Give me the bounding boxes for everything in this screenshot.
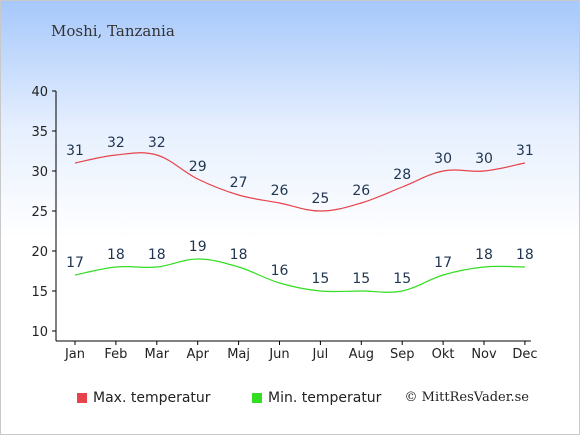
- data-label: 32: [148, 135, 166, 151]
- x-tick-label: Jan: [64, 347, 85, 362]
- data-label: 31: [66, 143, 84, 159]
- data-label: 26: [352, 183, 370, 199]
- legend-item-min: Min. temperatur: [252, 390, 381, 406]
- y-tick-label: 20: [31, 245, 48, 260]
- legend-label-max: Max. temperatur: [93, 390, 211, 406]
- series-line-min: [74, 258, 525, 293]
- x-tick-label: Jul: [312, 347, 329, 362]
- legend-swatch-max: [77, 393, 87, 403]
- y-tick-label: 40: [31, 85, 48, 100]
- x-tick-label: Dec: [512, 347, 537, 362]
- x-tick-label: Sep: [390, 347, 415, 362]
- x-tick-label: Mar: [145, 347, 170, 362]
- legend-item-max: Max. temperatur: [77, 390, 211, 406]
- data-label: 18: [475, 247, 493, 263]
- y-tick-label: 30: [31, 165, 48, 180]
- x-tick-label: Apr: [186, 347, 209, 362]
- x-tick-label: Okt: [432, 347, 455, 362]
- legend-label-min: Min. temperatur: [268, 390, 382, 406]
- y-tick-label: 25: [31, 205, 48, 220]
- data-label: 18: [230, 247, 248, 263]
- data-label: 18: [516, 247, 534, 263]
- data-label: 17: [66, 255, 84, 271]
- data-label: 30: [434, 151, 452, 167]
- y-tick-label: 15: [31, 285, 48, 300]
- data-label: 28: [393, 167, 411, 183]
- chart-title: Moshi, Tanzania: [51, 22, 175, 40]
- data-label: 19: [189, 239, 207, 255]
- data-label: 17: [434, 255, 452, 271]
- data-label: 18: [148, 247, 166, 263]
- data-label: 32: [107, 135, 125, 151]
- data-label: 25: [311, 191, 329, 207]
- copyright-text: © MittResVader.se: [404, 390, 529, 405]
- data-label: 29: [189, 159, 207, 175]
- data-label: 15: [311, 271, 329, 287]
- data-label: 30: [475, 151, 493, 167]
- data-label: 16: [271, 263, 289, 279]
- x-tick-label: Aug: [349, 347, 374, 362]
- data-label: 26: [271, 183, 289, 199]
- series-line-max: [74, 152, 526, 212]
- x-tick-label: Nov: [471, 347, 497, 362]
- y-tick-label: 35: [31, 125, 48, 140]
- data-label: 31: [516, 143, 534, 159]
- legend-swatch-min: [252, 393, 262, 403]
- x-tick-label: Maj: [227, 347, 250, 362]
- y-tick-label: 10: [31, 325, 48, 340]
- data-label: 15: [352, 271, 370, 287]
- x-tick-label: Feb: [104, 347, 127, 362]
- data-label: 15: [393, 271, 411, 287]
- data-label: 27: [230, 175, 248, 191]
- data-label: 18: [107, 247, 125, 263]
- x-tick-label: Jun: [268, 347, 289, 362]
